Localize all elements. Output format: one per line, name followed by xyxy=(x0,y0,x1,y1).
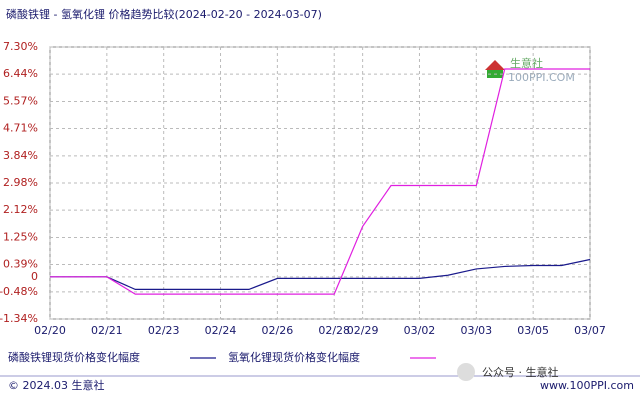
y-tick-label: 6.44% xyxy=(3,67,38,80)
y-tick-label: 3.84% xyxy=(3,149,38,162)
x-tick-label: 02/21 xyxy=(91,324,123,337)
x-tick-label: 02/20 xyxy=(34,324,66,337)
watermark-brand: 生意社 xyxy=(510,56,543,70)
footer-copyright: © 2024.03 生意社 xyxy=(8,378,104,392)
y-tick-label: 0.39% xyxy=(3,258,38,271)
x-tick-label: 03/02 xyxy=(404,324,436,337)
x-tick-label: 02/28 xyxy=(318,324,350,337)
chart-title: 磷酸铁锂 - 氢氧化锂 价格趋势比较(2024-02-20 - 2024-03-… xyxy=(6,7,322,21)
y-tick-label: 2.12% xyxy=(3,203,38,216)
series-line xyxy=(50,68,590,295)
x-tick-label: 03/05 xyxy=(517,324,549,337)
account-icon xyxy=(457,363,475,381)
y-tick-label: 5.57% xyxy=(3,94,38,107)
watermark-site: 100PPI.COM xyxy=(508,71,575,84)
x-tick-label: 03/03 xyxy=(460,324,492,337)
y-tick-label: 4.71% xyxy=(3,122,38,135)
legend-label: 氢氧化锂现货价格变化幅度 xyxy=(228,350,360,364)
footer-account: 公众号 · 生意社 xyxy=(482,365,559,379)
y-tick-label: -1.34% xyxy=(0,312,38,325)
series-line xyxy=(50,258,591,291)
x-tick-label: 02/29 xyxy=(347,324,379,337)
x-tick-label: 02/23 xyxy=(148,324,180,337)
y-tick-label: 2.98% xyxy=(3,176,38,189)
y-tick-label: -0.48% xyxy=(0,285,38,298)
y-tick-label: 7.30% xyxy=(3,40,38,53)
watermark-logo xyxy=(485,60,505,70)
footer-url: www.100PPI.com xyxy=(540,379,634,392)
legend-label: 磷酸铁锂现货价格变化幅度 xyxy=(8,350,140,364)
x-tick-label: 02/24 xyxy=(205,324,237,337)
y-tick-label: 1.25% xyxy=(3,230,38,243)
y-tick-label: 0 xyxy=(31,270,38,283)
x-tick-label: 03/07 xyxy=(574,324,606,337)
x-tick-label: 02/26 xyxy=(262,324,294,337)
